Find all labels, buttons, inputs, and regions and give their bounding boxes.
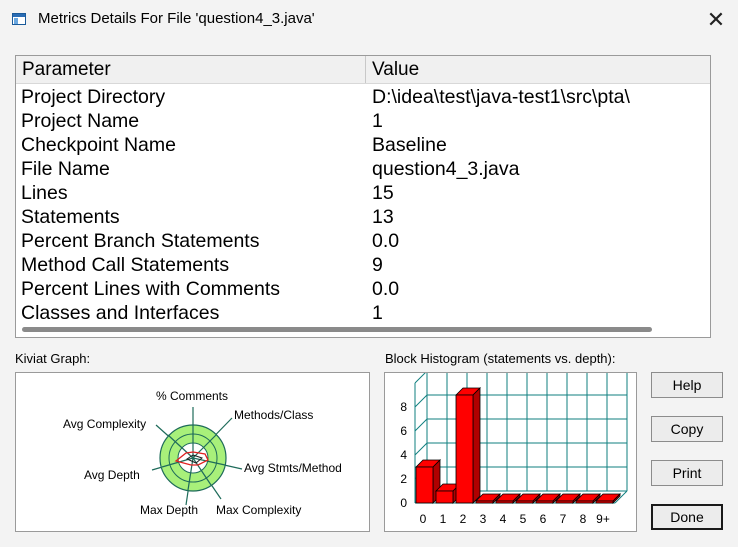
table-row[interactable]: Percent Branch Statements 0.0	[16, 228, 710, 252]
parameter-cell: Lines	[21, 182, 68, 204]
value-cell: 13	[372, 206, 394, 228]
kiviat-graph: % Comments Methods/Class Avg Stmts/Metho…	[63, 389, 342, 517]
table-row[interactable]: Classes and Interfaces 1	[16, 300, 710, 324]
histogram-bar	[415, 466, 434, 504]
value-cell: D:\idea\test\java-test1\src\pta\	[372, 86, 630, 108]
help-button[interactable]: Help	[651, 372, 723, 398]
histogram-y-tick-label: 2	[400, 472, 407, 486]
kiviat-axis-label-avg-depth: Avg Depth	[84, 468, 140, 482]
parameter-cell: Project Name	[21, 110, 140, 132]
histogram-x-tick-label: 5	[520, 512, 527, 526]
parameter-cell: Percent Branch Statements	[21, 230, 260, 252]
kiviat-graph-panel: % Comments Methods/Class Avg Stmts/Metho…	[15, 372, 370, 532]
value-cell: 1	[372, 110, 383, 132]
table-row[interactable]: Method Call Statements 9	[16, 252, 710, 276]
parameter-cell: Classes and Interfaces	[21, 302, 220, 324]
table-row[interactable]: Percent Lines with Comments 0.0	[16, 276, 710, 300]
histogram-x-tick-label: 1	[440, 512, 447, 526]
block-histogram-panel: 0 2 4 6 8 0 1 2 3 4 5 6 7 8 9+	[384, 370, 637, 532]
parameter-cell: Method Call Statements	[21, 254, 230, 276]
histogram-grid-line	[414, 394, 428, 408]
histogram-bar	[475, 500, 494, 504]
histogram-grid-line	[414, 370, 428, 384]
histogram-x-tick-label: 9+	[596, 512, 610, 526]
histogram-bar	[535, 500, 554, 504]
kiviat-graph-label: Kiviat Graph:	[15, 351, 91, 366]
histogram-bar	[555, 500, 574, 504]
column-header-parameter[interactable]: Parameter	[16, 56, 366, 83]
copy-button[interactable]: Copy	[651, 416, 723, 442]
histogram-y-tick-label: 0	[400, 496, 407, 510]
table-header: Parameter Value	[16, 56, 710, 84]
histogram-x-tick-label: 0	[420, 512, 427, 526]
kiviat-axis-label-max-complexity: Max Complexity	[216, 503, 301, 517]
parameter-cell: Project Directory	[21, 86, 166, 108]
parameter-cell: File Name	[21, 158, 110, 180]
table-row[interactable]: Checkpoint Name Baseline	[16, 132, 710, 156]
close-button[interactable]: ✕	[706, 7, 726, 32]
histogram-y-tick-label: 4	[400, 448, 407, 462]
value-cell: 0.0	[372, 278, 400, 300]
histogram-bar	[575, 500, 594, 504]
kiviat-axis-label-methods-class: Methods/Class	[234, 408, 313, 422]
histogram-x-tick-label: 4	[500, 512, 507, 526]
value-cell: question4_3.java	[372, 158, 520, 180]
histogram-bar	[455, 394, 474, 504]
histogram-bar	[595, 500, 614, 504]
histogram-x-tick-label: 8	[580, 512, 587, 526]
kiviat-metrics-polygon	[174, 451, 209, 466]
kiviat-axis-label-avg-stmts-method: Avg Stmts/Method	[244, 461, 342, 475]
metrics-table: Parameter Value Project Directory D:\ide…	[15, 55, 711, 338]
histogram-y-tick-label: 8	[400, 400, 407, 414]
histogram-x-tick-label: 3	[480, 512, 487, 526]
histogram-x-tick-label: 6	[540, 512, 547, 526]
table-body: Project Directory D:\idea\test\java-test…	[16, 84, 710, 324]
parameter-cell: Statements	[21, 206, 120, 228]
histogram-bar-side	[472, 387, 481, 504]
window-title: Metrics Details For File 'question4_3.ja…	[38, 10, 315, 27]
value-cell: 9	[372, 254, 383, 276]
horizontal-scrollbar[interactable]	[22, 327, 652, 332]
column-header-value[interactable]: Value	[372, 59, 420, 80]
value-cell: 15	[372, 182, 394, 204]
kiviat-axis-label-avg-complexity: Avg Complexity	[63, 417, 146, 431]
kiviat-axis-label-max-depth: Max Depth	[140, 503, 198, 517]
print-button[interactable]: Print	[651, 460, 723, 486]
table-row[interactable]: Statements 13	[16, 204, 710, 228]
title-bar: Metrics Details For File 'question4_3.ja…	[0, 0, 738, 40]
parameter-cell: Checkpoint Name	[21, 134, 176, 156]
window-app-icon	[12, 13, 26, 25]
value-cell: 1	[372, 302, 383, 324]
table-row[interactable]: Project Directory D:\idea\test\java-test…	[16, 84, 710, 108]
histogram-y-tick-label: 6	[400, 424, 407, 438]
block-histogram-label: Block Histogram (statements vs. depth):	[385, 351, 616, 366]
table-row[interactable]: Lines 15	[16, 180, 710, 204]
done-button[interactable]: Done	[651, 504, 723, 530]
kiviat-range-polygon	[185, 454, 204, 464]
histogram-bar	[495, 500, 514, 504]
histogram-floor-edge	[614, 490, 628, 504]
histogram-grid-line	[414, 418, 428, 432]
value-cell: 0.0	[372, 230, 400, 252]
value-cell: Baseline	[372, 134, 447, 156]
kiviat-axis-label-comments: % Comments	[156, 389, 228, 403]
table-row[interactable]: File Name question4_3.java	[16, 156, 710, 180]
histogram-bar	[435, 490, 454, 504]
histogram-x-tick-label: 7	[560, 512, 567, 526]
parameter-cell: Percent Lines with Comments	[21, 278, 281, 300]
histogram-x-tick-label: 2	[460, 512, 467, 526]
histogram-grid-line	[414, 442, 428, 456]
histogram-bar	[515, 500, 534, 504]
table-row[interactable]: Project Name 1	[16, 108, 710, 132]
